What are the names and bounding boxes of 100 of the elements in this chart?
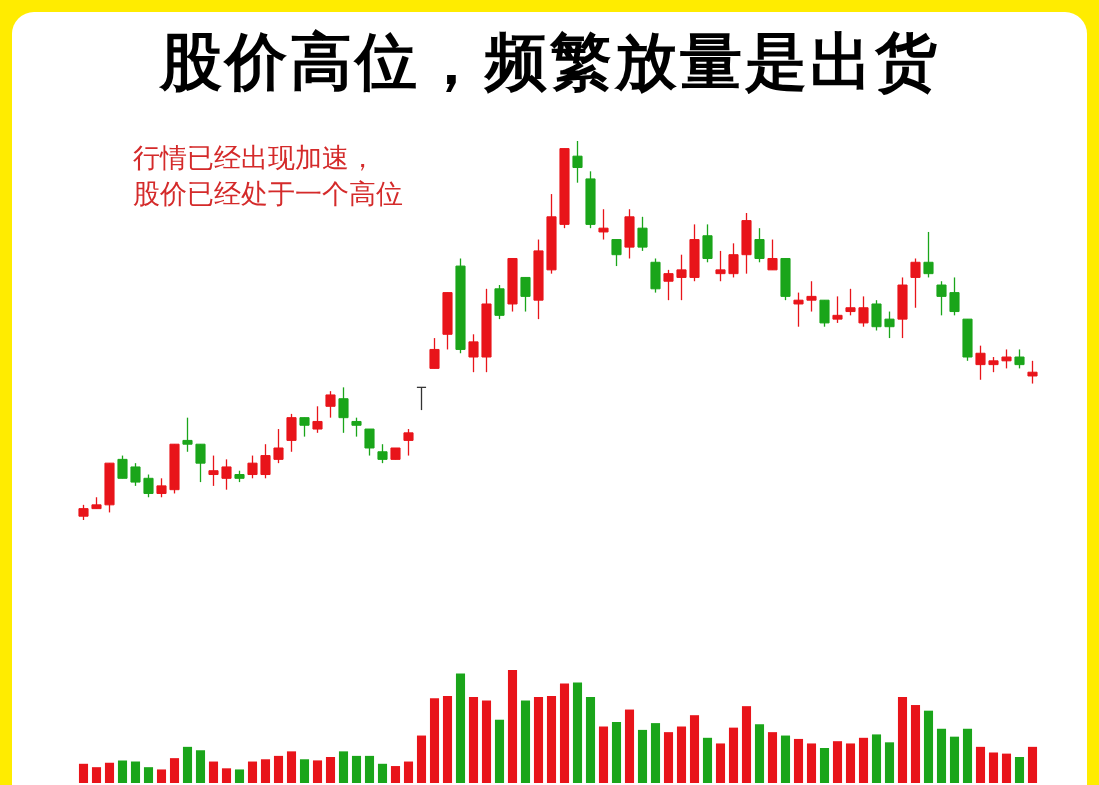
candlestick (857, 295, 869, 328)
bar (325, 757, 335, 783)
bar (806, 743, 816, 783)
bar (377, 763, 387, 783)
bar (572, 682, 582, 783)
bar (195, 750, 205, 783)
bar (819, 747, 829, 783)
candlestick (207, 454, 219, 487)
annotation: 股价已经处于一个高位 (133, 177, 403, 211)
bar (208, 761, 218, 783)
candlestick (909, 257, 921, 309)
candlestick (727, 242, 739, 279)
bar (936, 728, 946, 783)
bar (91, 767, 101, 783)
candlestick (610, 238, 622, 267)
candlestick (974, 345, 986, 381)
bar (611, 721, 621, 783)
candlestick (337, 386, 349, 434)
bar (533, 697, 543, 783)
candlestick (376, 443, 388, 464)
bar (897, 697, 907, 783)
bar (624, 709, 634, 783)
bar (338, 751, 348, 783)
candlestick (350, 417, 362, 438)
bar (104, 762, 114, 783)
bar (312, 760, 322, 783)
bar (520, 700, 530, 783)
bar (143, 767, 153, 783)
candlestick (415, 386, 427, 411)
bar (754, 724, 764, 783)
bar (676, 726, 686, 783)
candlestick (870, 299, 882, 332)
bar (715, 743, 725, 783)
bar (429, 698, 439, 783)
bar (650, 723, 660, 783)
bar (663, 732, 673, 783)
bar (546, 695, 556, 783)
candlestick (402, 428, 414, 457)
candlestick (311, 405, 323, 434)
candlestick (753, 227, 765, 263)
candlestick (285, 413, 297, 453)
bar (793, 738, 803, 783)
bar (962, 728, 972, 783)
bar (286, 751, 296, 783)
bar (871, 734, 881, 783)
bar (468, 697, 478, 783)
candlestick (298, 417, 310, 438)
candlestick (571, 140, 583, 184)
bar (260, 759, 270, 783)
bar (832, 741, 842, 783)
bar (598, 726, 608, 783)
candlestick (1026, 360, 1038, 385)
bar (156, 769, 166, 783)
candlestick (519, 276, 531, 313)
candlestick (636, 216, 648, 252)
bar (780, 735, 790, 783)
candlestick (831, 295, 843, 324)
bar (247, 761, 257, 783)
bar (442, 695, 452, 783)
bar (637, 729, 647, 783)
bar (299, 759, 309, 783)
candlestick (142, 473, 154, 498)
candlestick (935, 280, 947, 316)
bar (117, 760, 127, 783)
candlestick (805, 280, 817, 313)
bar (78, 763, 88, 783)
bar (390, 766, 400, 783)
bar (1014, 757, 1024, 783)
bar (559, 683, 569, 783)
bar (169, 758, 179, 783)
bar (273, 755, 283, 783)
candlestick (246, 454, 258, 479)
candlestick (792, 291, 804, 328)
candlestick (272, 428, 284, 464)
bar (455, 673, 465, 783)
bar (689, 715, 699, 783)
candlestick (155, 477, 167, 498)
bar (949, 736, 959, 783)
bar (845, 743, 855, 783)
bar (910, 705, 920, 783)
candlestick (194, 443, 206, 483)
bar (507, 670, 517, 783)
bar (182, 746, 192, 783)
candlestick (181, 417, 193, 453)
candlestick (844, 288, 856, 316)
bar (988, 752, 998, 783)
bar (1027, 746, 1037, 783)
chart-title: 股价高位，频繁放量是出货 (158, 24, 941, 100)
candlestick (220, 458, 232, 491)
candlestick (883, 310, 895, 339)
bar (702, 737, 712, 783)
bar (130, 761, 140, 783)
candlestick (818, 299, 830, 328)
bar (416, 735, 426, 783)
bar (585, 697, 595, 783)
candlestick (597, 208, 609, 241)
candlestick (662, 269, 674, 301)
bar (767, 732, 777, 783)
candlestick (714, 250, 726, 282)
bar (221, 768, 231, 783)
